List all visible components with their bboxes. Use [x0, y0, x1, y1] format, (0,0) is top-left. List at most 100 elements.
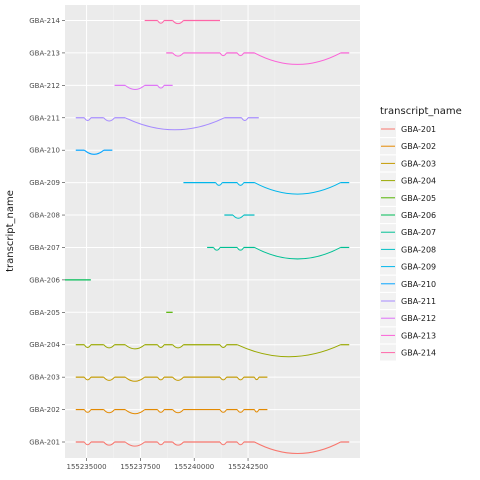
legend-item: GBA-201	[380, 121, 436, 137]
legend-label: GBA-205	[401, 194, 436, 203]
y-tick-label: GBA-214	[29, 17, 60, 25]
legend-item: GBA-210	[380, 275, 436, 292]
transcript-GBA-203	[75, 376, 268, 382]
intron-arc	[236, 376, 245, 381]
y-axis-ticks: GBA-201 GBA-202 GBA-203 GBA-204 GBA-205 GBA-2…	[29, 17, 65, 447]
intron-arc	[124, 441, 145, 447]
y-tick-label: GBA-205	[29, 309, 60, 317]
y-tick-label: GBA-211	[29, 114, 60, 122]
legend-item: GBA-208	[380, 241, 436, 258]
legend-label: GBA-201	[401, 125, 436, 134]
legend-label: GBA-210	[401, 280, 436, 289]
intron-arc	[254, 376, 260, 381]
legend-label: GBA-207	[401, 228, 436, 237]
legend-label: GBA-212	[401, 314, 436, 323]
y-tick-label: GBA-210	[29, 147, 60, 155]
intron-arc	[124, 84, 145, 90]
transcript-GBA-208	[224, 214, 255, 219]
y-axis-title: transcript_name	[5, 190, 16, 272]
y-tick-label: GBA-207	[29, 244, 60, 252]
intron-arc	[157, 85, 165, 89]
intron-arc	[172, 20, 184, 25]
intron-arc	[157, 441, 165, 446]
legend-item: GBA-212	[380, 310, 436, 327]
intron-arc	[83, 441, 92, 446]
intron-arc	[125, 117, 225, 131]
intron-arc	[172, 409, 184, 414]
legend: GBA-201 GBA-202 GBA-203 GBA-204 GBA-205 GBA-2…	[380, 121, 436, 361]
intron-arc	[236, 182, 245, 186]
intron-arc	[236, 52, 245, 57]
intron-arc	[103, 409, 115, 414]
legend-item: GBA-204	[380, 172, 436, 189]
intron-arc	[103, 441, 115, 446]
intron-arc	[232, 214, 245, 219]
legend-item: GBA-207	[380, 224, 436, 241]
transcript-GBA-209	[183, 182, 350, 195]
intron-arc	[219, 52, 227, 57]
legend-item: GBA-203	[380, 155, 436, 172]
intron-arc	[124, 344, 145, 350]
legend-label: GBA-211	[401, 297, 436, 306]
intron-arc	[157, 376, 165, 381]
intron-arc	[172, 376, 184, 381]
x-tick-label: 155242500	[228, 463, 268, 471]
x-tick-label: 155237500	[120, 463, 160, 471]
transcript-GBA-207	[207, 246, 350, 260]
transcript-GBA-211	[75, 117, 259, 131]
x-tick-label: 155240000	[174, 463, 214, 471]
intron-arc	[103, 376, 115, 381]
legend-label: GBA-213	[401, 331, 436, 340]
y-tick-label: GBA-208	[29, 212, 60, 220]
intron-arc	[254, 409, 260, 413]
y-tick-label: GBA-201	[29, 439, 60, 447]
legend-label: GBA-208	[401, 245, 436, 254]
legend-label: GBA-209	[401, 263, 436, 272]
legend-label: GBA-206	[401, 211, 436, 220]
y-tick-label: GBA-204	[29, 341, 60, 349]
intron-arc	[172, 441, 184, 446]
intron-arc	[254, 247, 341, 260]
legend-title: transcript_name	[380, 106, 462, 117]
intron-arc	[172, 52, 184, 57]
intron-arc	[236, 441, 245, 446]
intron-arc	[236, 247, 245, 251]
legend-item: GBA-213	[380, 327, 436, 344]
intron-arc	[83, 344, 92, 348]
transcript-GBA-210	[75, 149, 113, 155]
intron-arc	[124, 409, 145, 415]
transcript-GBA-201	[75, 441, 350, 454]
intron-arc	[124, 376, 145, 382]
y-tick-label: GBA-203	[29, 374, 60, 382]
transcript-GBA-202	[75, 408, 268, 415]
transcript-marks	[65, 19, 350, 454]
y-tick-label: GBA-209	[29, 179, 60, 187]
legend-item: GBA-202	[380, 138, 436, 155]
transcript-GBA-204	[75, 344, 350, 358]
y-tick-label: GBA-212	[29, 82, 60, 90]
plot-panel	[65, 5, 360, 458]
intron-arc	[103, 117, 115, 122]
legend-item: GBA-211	[380, 293, 436, 309]
transcript-GBA-212	[114, 84, 173, 90]
legend-label: GBA-204	[401, 177, 436, 186]
intron-arc	[237, 344, 341, 358]
y-tick-label: GBA-202	[29, 406, 60, 414]
intron-arc	[103, 344, 115, 349]
intron-arc	[157, 344, 165, 348]
legend-label: GBA-203	[401, 159, 436, 168]
intron-arc	[157, 409, 165, 413]
intron-arc	[172, 344, 184, 349]
intron-arc	[254, 441, 341, 454]
intron-arc	[236, 409, 245, 413]
legend-item: GBA-206	[380, 207, 436, 223]
legend-label: GBA-202	[401, 142, 436, 151]
legend-label: GBA-214	[401, 349, 436, 358]
intron-arc	[241, 117, 249, 121]
y-tick-label: GBA-206	[29, 276, 60, 284]
intron-arc	[219, 344, 227, 348]
transcript-GBA-213	[166, 52, 350, 65]
intron-arc	[219, 441, 227, 446]
legend-item: GBA-209	[380, 258, 436, 275]
intron-arc	[157, 20, 165, 24]
